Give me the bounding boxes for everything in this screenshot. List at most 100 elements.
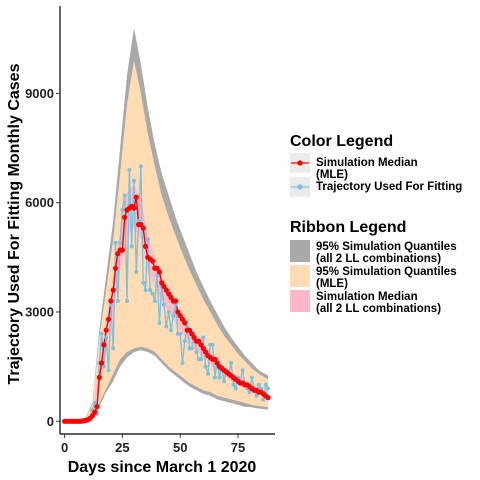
- observed-point: [201, 335, 206, 340]
- ribbon-legend-label: (all 2 LL combinations): [316, 303, 441, 315]
- observed-point: [210, 342, 215, 347]
- observed-point: [134, 269, 139, 274]
- observed-point: [206, 371, 210, 376]
- observed-point: [155, 273, 160, 278]
- y-tick-label: 3000: [25, 304, 54, 319]
- observed-point: [194, 350, 199, 354]
- color-legend-label: Trajectory Used For Fitting: [316, 181, 462, 193]
- median-point: [112, 265, 119, 271]
- observed-point: [212, 375, 217, 380]
- median-point: [133, 194, 139, 200]
- observed-point: [259, 386, 264, 391]
- observed-point: [150, 291, 155, 296]
- observed-point: [122, 193, 127, 198]
- median-point: [212, 356, 218, 362]
- color-legend-title: Color Legend: [290, 133, 393, 150]
- plot-ribbons: [64, 27, 269, 422]
- median-point: [140, 225, 146, 231]
- legend-key-point: [297, 184, 303, 190]
- observed-point: [162, 302, 166, 307]
- median-point: [159, 280, 165, 286]
- median-point: [173, 298, 179, 304]
- observed-point: [108, 302, 113, 307]
- observed-point: [199, 357, 203, 362]
- median-point: [94, 404, 100, 410]
- observed-point: [120, 208, 125, 212]
- observed-point: [92, 401, 97, 405]
- x-axis-title: Days since March 1 2020: [68, 459, 257, 476]
- median-point: [122, 214, 128, 220]
- observed-point: [127, 167, 132, 172]
- observed-point: [118, 240, 123, 245]
- observed-point: [106, 368, 111, 373]
- observed-point: [111, 346, 116, 351]
- legend: Color Legend Simulation Median (MLE) Traje…: [290, 133, 462, 315]
- ribbon-mle-quantiles: [64, 60, 269, 422]
- median-point: [142, 243, 149, 249]
- observed-point: [233, 386, 238, 391]
- observed-point: [148, 288, 153, 293]
- ribbon-legend-label: (MLE): [316, 278, 348, 290]
- observed-point: [152, 299, 157, 303]
- observed-point: [136, 218, 141, 223]
- ribbon-legend-title: Ribbon Legend: [290, 219, 406, 236]
- median-point: [156, 269, 162, 275]
- observed-point: [104, 335, 109, 340]
- observed-point: [132, 178, 136, 183]
- y-axis-title: Trajectory Used For Fitting Monthly Case…: [6, 63, 23, 384]
- observed-point: [166, 310, 171, 314]
- observed-point: [164, 324, 169, 329]
- observed-point: [249, 375, 254, 380]
- legend-key-point: [297, 160, 303, 166]
- observed-point: [115, 299, 120, 303]
- observed-point: [138, 164, 143, 169]
- ribbon-legend-label: Simulation Median: [316, 291, 418, 303]
- median-point: [92, 409, 98, 415]
- observed-point: [229, 361, 234, 365]
- observed-point: [178, 331, 183, 336]
- observed-point: [217, 375, 222, 380]
- observed-point: [182, 339, 187, 344]
- observed-point: [222, 379, 227, 384]
- observed-point: [125, 299, 129, 303]
- median-point: [110, 287, 116, 293]
- median-point: [99, 360, 105, 366]
- observed-point: [143, 288, 148, 293]
- legend-key-swatch: [290, 240, 310, 262]
- legend-key-swatch: [290, 265, 310, 287]
- observed-point: [240, 368, 245, 373]
- observed-point: [129, 244, 134, 249]
- observed-point: [99, 331, 104, 336]
- observed-point: [157, 320, 162, 325]
- x-tick-label: 50: [173, 440, 187, 455]
- ribbon-legend-label: (all 2 LL combinations): [316, 253, 441, 265]
- x-tick-label: 75: [231, 440, 245, 455]
- observed-point: [145, 237, 150, 242]
- observed-point: [113, 240, 118, 245]
- median-point: [265, 395, 271, 401]
- median-point: [105, 316, 112, 322]
- observed-point: [231, 382, 236, 387]
- observed-point: [173, 302, 178, 307]
- observed-point: [254, 393, 259, 398]
- observed-point: [185, 324, 190, 329]
- median-point: [203, 349, 209, 355]
- median-point: [119, 247, 125, 253]
- median-point: [108, 298, 114, 304]
- observed-point: [171, 313, 176, 318]
- y-tick-label: 6000: [25, 195, 54, 210]
- ribbon-legend-label: 95% Simulation Quantiles: [316, 266, 457, 278]
- color-legend-label: Simulation Median: [316, 157, 418, 169]
- observed-point: [141, 280, 146, 285]
- observed-point: [247, 390, 252, 395]
- median-point: [189, 331, 195, 337]
- observed-point: [180, 361, 185, 365]
- x-tick-label: 0: [61, 440, 68, 455]
- observed-point: [261, 397, 266, 402]
- observed-point: [203, 364, 208, 369]
- median-point: [182, 320, 188, 326]
- plot-points: [62, 164, 271, 424]
- observed-point: [266, 386, 271, 391]
- y-tick-label: 0: [47, 414, 54, 429]
